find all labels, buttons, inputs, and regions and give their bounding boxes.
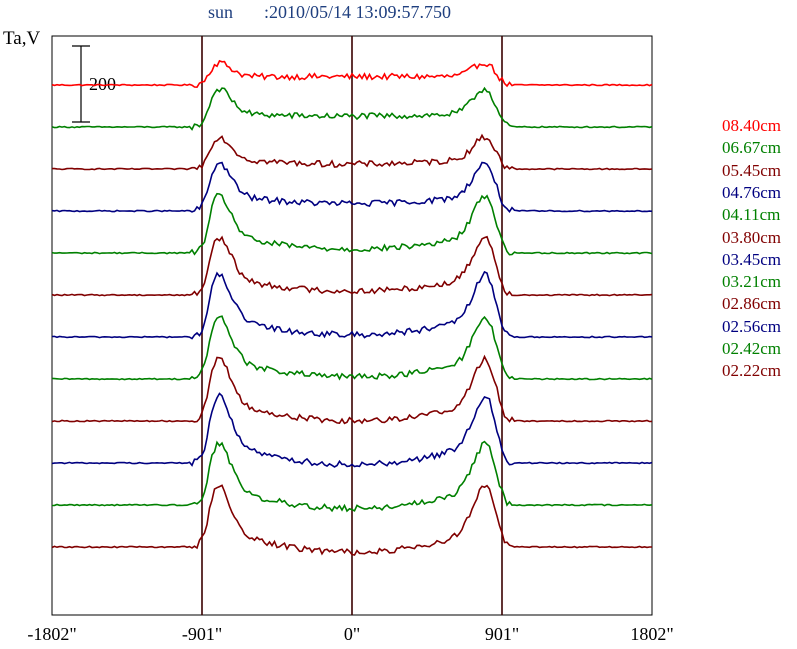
- series-line-03.21cm: [51, 315, 653, 381]
- x-tick-label: -901": [181, 624, 223, 644]
- series-line-06.67cm: [51, 86, 653, 131]
- legend-item: 03.45cm: [722, 249, 782, 269]
- vertical-markers: [201, 36, 503, 615]
- series-line-04.11cm: [51, 192, 653, 256]
- x-tick-label: 901": [484, 624, 520, 644]
- series-group: [51, 59, 653, 556]
- legend-item: 08.40cm: [722, 116, 782, 135]
- series-line-02.86cm: [51, 354, 653, 425]
- legend-item: 05.45cm: [722, 160, 782, 180]
- series-line-02.42cm: [51, 440, 653, 513]
- x-tick-label: 1802": [630, 624, 674, 644]
- legend-item: 02.86cm: [722, 294, 782, 314]
- legend-item: 02.22cm: [722, 361, 782, 381]
- legend-item: 03.80cm: [722, 227, 782, 247]
- series-line-03.80cm: [51, 235, 653, 297]
- series-line-05.45cm: [52, 133, 653, 171]
- legend-item: 04.76cm: [722, 182, 782, 202]
- x-tick-label: 0": [343, 624, 361, 644]
- scale-bar: 200: [72, 45, 116, 123]
- legend-item: 06.67cm: [722, 138, 782, 158]
- legend-item: 02.42cm: [722, 339, 782, 358]
- series-line-03.45cm: [51, 270, 653, 340]
- x-tick-label: -1802": [27, 624, 77, 644]
- scale-bar-label: 200: [89, 74, 116, 94]
- legend-item: 02.56cm: [722, 316, 782, 336]
- legend-item: 03.21cm: [722, 272, 782, 292]
- chart-title: sun :2010/05/14 13:09:57.750: [0, 2, 797, 24]
- series-line-08.40cm: [51, 59, 653, 89]
- series-line-02.56cm: [51, 392, 653, 468]
- y-axis-label: Ta,V: [3, 28, 41, 49]
- chart-title-source: sun: [208, 2, 234, 22]
- legend-item: 04.11cm: [722, 205, 781, 225]
- series-line-04.76cm: [51, 161, 653, 214]
- chart-title-timestamp: :2010/05/14 13:09:57.750: [264, 2, 452, 22]
- series-line-02.22cm: [51, 484, 652, 556]
